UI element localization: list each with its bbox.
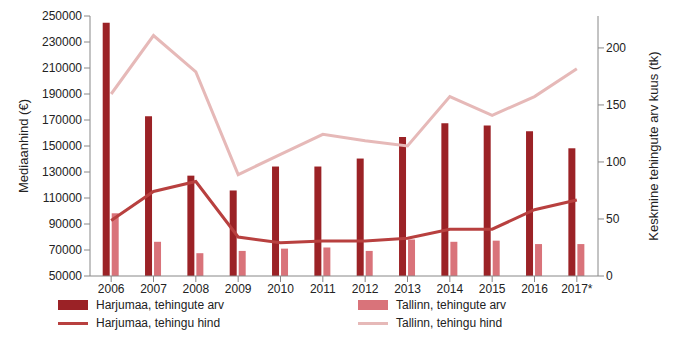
svg-text:2014: 2014 [436, 282, 463, 296]
svg-text:110000: 110000 [43, 191, 82, 205]
html-text:Tallinn, tehingute arv: Tallinn, tehingute arv [396, 298, 507, 312]
svg-text:2015: 2015 [479, 282, 506, 296]
svg-text:2017*: 2017* [561, 282, 593, 296]
html-text:Harjumaa, tehingu hind: Harjumaa, tehingu hind [96, 316, 221, 330]
svg-text:90000: 90000 [49, 217, 83, 231]
svg-text:0: 0 [606, 269, 613, 283]
svg-text:150: 150 [606, 98, 626, 112]
svg-text:200: 200 [606, 41, 626, 55]
svg-text:2016: 2016 [521, 282, 548, 296]
svg-text:210000: 210000 [42, 61, 82, 75]
html-text:Tallinn, tehingu hind: Tallinn, tehingu hind [396, 316, 503, 330]
svg-text:Keskmine tehingute arv kuus (t: Keskmine tehingute arv kuus (tk) [646, 51, 661, 240]
svg-text:2011: 2011 [310, 282, 336, 296]
svg-text:Mediaanhind (€): Mediaanhind (€) [16, 99, 31, 193]
svg-text:190000: 190000 [42, 87, 82, 101]
svg-text:100: 100 [606, 155, 626, 169]
svg-text:2010: 2010 [267, 282, 294, 296]
svg-text:2006: 2006 [98, 282, 125, 296]
svg-text:2007: 2007 [140, 282, 167, 296]
svg-text:170000: 170000 [42, 113, 82, 127]
svg-text:2013: 2013 [394, 282, 421, 296]
svg-text:2012: 2012 [352, 282, 379, 296]
svg-text:2008: 2008 [182, 282, 209, 296]
svg-text:50000: 50000 [49, 269, 83, 283]
html-text:Harjumaa, tehingute arv: Harjumaa, tehingute arv [96, 298, 225, 312]
svg-text:230000: 230000 [42, 35, 82, 49]
svg-text:50: 50 [606, 212, 620, 226]
svg-text:2009: 2009 [225, 282, 252, 296]
svg-text:70000: 70000 [49, 243, 83, 257]
svg-text:250000: 250000 [42, 9, 82, 23]
svg-text:130000: 130000 [42, 165, 82, 179]
svg-text:150000: 150000 [42, 139, 82, 153]
